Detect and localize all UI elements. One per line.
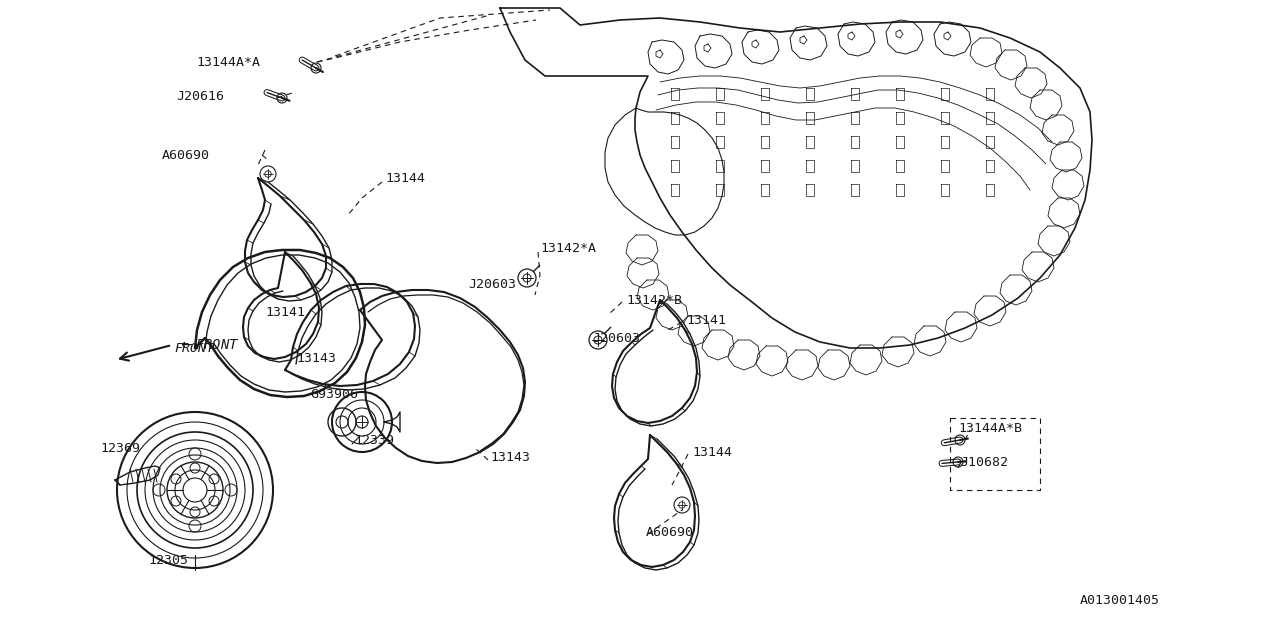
Text: J20603: J20603 xyxy=(468,278,516,291)
Text: A60690: A60690 xyxy=(646,525,694,538)
Text: J20616: J20616 xyxy=(177,90,224,102)
Text: 12369: 12369 xyxy=(100,442,140,454)
Text: 13143: 13143 xyxy=(490,451,530,463)
Text: 13141: 13141 xyxy=(265,305,305,319)
Text: 12339: 12339 xyxy=(355,433,394,447)
Text: 13142*B: 13142*B xyxy=(626,294,682,307)
Text: 13144A*B: 13144A*B xyxy=(957,422,1021,435)
Text: 12305: 12305 xyxy=(148,554,188,566)
Text: J20603: J20603 xyxy=(593,332,640,344)
Text: $\leftarrow$FRONT: $\leftarrow$FRONT xyxy=(178,338,239,352)
Text: 13142*A: 13142*A xyxy=(540,241,596,255)
Text: 13141: 13141 xyxy=(686,314,726,326)
Text: 13144: 13144 xyxy=(692,445,732,458)
Text: J10682: J10682 xyxy=(960,456,1009,468)
Text: FRONT: FRONT xyxy=(174,342,214,355)
Text: G93906: G93906 xyxy=(310,387,358,401)
Text: 13144: 13144 xyxy=(385,172,425,184)
Text: A60690: A60690 xyxy=(163,148,210,161)
Text: 13143: 13143 xyxy=(296,351,337,365)
Text: 13144A*A: 13144A*A xyxy=(196,56,260,68)
Text: A013001405: A013001405 xyxy=(1080,593,1160,607)
